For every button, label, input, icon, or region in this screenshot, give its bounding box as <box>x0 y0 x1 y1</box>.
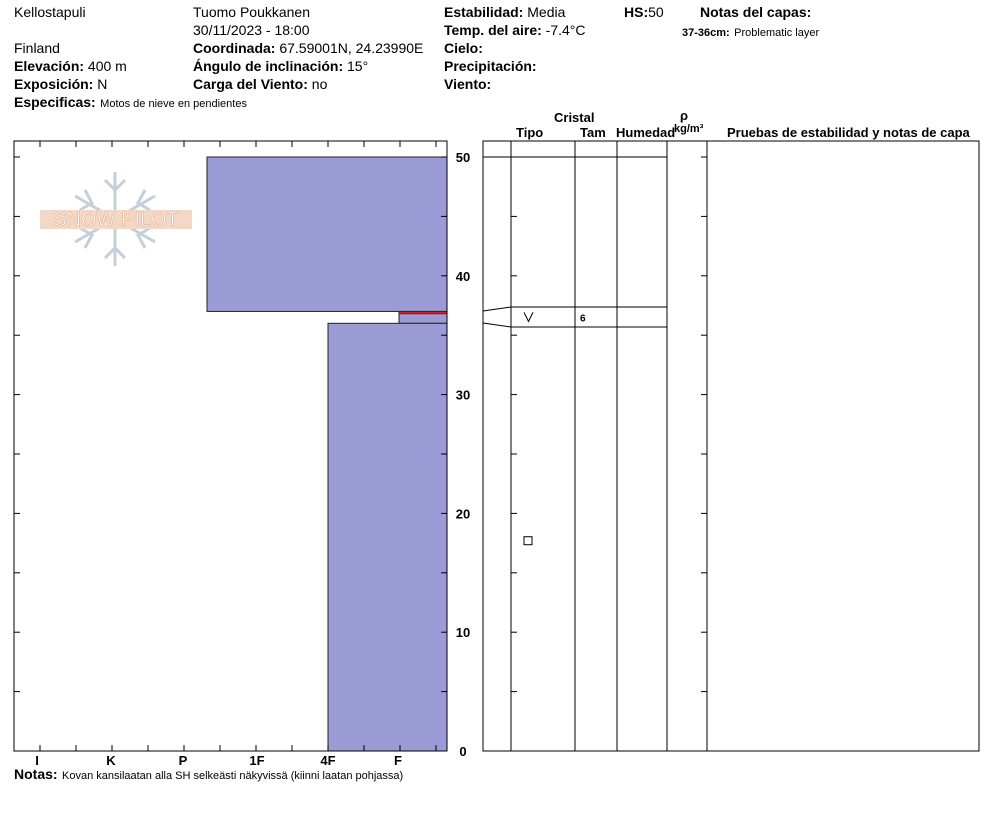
stability-value: Media <box>527 4 566 20</box>
location: Kellostapuli <box>14 4 86 20</box>
precipitation-label: Precipitación: <box>444 58 537 74</box>
height-tick-label: 40 <box>456 269 470 284</box>
air-temp: Temp. del aire: -7.4°C <box>444 23 586 37</box>
layer-notes-label: Notas del capas: <box>700 4 812 20</box>
hardness-layer-bar <box>206 156 448 312</box>
slope-value: 15° <box>347 58 369 74</box>
layer-table <box>482 140 980 752</box>
elevation-label: Elevación: <box>14 58 85 74</box>
snowpilot-logo: SNOW PILOT <box>40 172 192 266</box>
wind-label: Viento: <box>444 76 492 92</box>
rho-header: ρ <box>680 108 689 123</box>
hardness-tick-label: 4F <box>320 753 335 768</box>
exposition-value: N <box>97 76 108 92</box>
height-axis-labels: 0 10 20 30 40 50 <box>456 150 470 759</box>
elevation-value: 400 m <box>87 58 127 74</box>
wind-load: Carga del Viento: no <box>193 77 327 91</box>
tam-header: Tam <box>580 125 606 140</box>
hardness-tick-label: P <box>179 753 188 768</box>
slope-angle: Ángulo de inclinación: 15° <box>193 59 368 73</box>
crystal-type-faceted-icon <box>523 536 533 546</box>
layer-connector <box>482 306 512 312</box>
coordinates: Coordinada: 67.59001N, 24.23990E <box>193 41 423 55</box>
air-temp-value: -7.4°C <box>545 22 586 38</box>
country: Finland <box>14 40 60 56</box>
height-tick-label: 20 <box>456 506 470 521</box>
slope-label: Ángulo de inclinación: <box>193 58 344 74</box>
specifics: Especificas: Motos de nieve en pendiente… <box>14 95 247 111</box>
specifics-value: Motos de nieve en pendientes <box>100 98 247 110</box>
height-tick-label: 0 <box>459 744 466 759</box>
sky-label: Cielo: <box>444 40 483 56</box>
tipo-header: Tipo <box>516 125 544 140</box>
table-cells: 6 <box>523 312 586 546</box>
height-tick-label: 10 <box>456 625 470 640</box>
layer-note-text: Problematic layer <box>734 27 820 39</box>
wind-load-value: no <box>311 76 328 92</box>
wind-load-label: Carga del Viento: <box>193 76 308 92</box>
air-temp-label: Temp. del aire: <box>444 22 542 38</box>
hardness-tick-label: K <box>106 753 116 768</box>
humedad-header: Humedad <box>616 125 676 140</box>
exposition: Exposición: N <box>14 77 107 91</box>
crystal-size-value: 6 <box>580 313 586 324</box>
stability: Estabilidad: Media <box>444 5 565 19</box>
layer-note-range: 37-36cm: <box>682 27 730 39</box>
hs-label: HS: <box>624 4 649 20</box>
hs-value: 50 <box>648 4 664 20</box>
snow-height: HS:50 <box>624 5 664 19</box>
exposition-label: Exposición: <box>14 76 94 92</box>
height-tick-label: 30 <box>456 388 470 403</box>
layer-connector <box>482 322 512 328</box>
cristal-header: Cristal <box>554 110 595 125</box>
crystal-type-depth-hoar-icon <box>523 312 534 323</box>
table-frame <box>482 140 980 752</box>
specifics-label: Especificas: <box>14 94 96 110</box>
hardness-layer-bar <box>327 322 448 752</box>
hardness-axis-labels: I K P 1F 4F F <box>35 753 402 768</box>
notes-label: Notas: <box>14 766 58 782</box>
hardness-tick-label: I <box>35 753 39 768</box>
coord-value: 67.59001N, 24.23990E <box>279 40 424 56</box>
table-ticks <box>511 156 707 752</box>
hardness-layers <box>206 156 448 752</box>
hardness-tick-label: 1F <box>249 753 264 768</box>
density-unit-header: kg/m³ <box>674 123 704 135</box>
logo-band <box>40 210 192 229</box>
coord-label: Coordinada: <box>193 40 276 56</box>
stability-label: Estabilidad: <box>444 4 524 20</box>
elevation: Elevación: 400 m <box>14 59 127 73</box>
observer: Tuomo Poukkanen <box>193 4 310 20</box>
hardness-panel-frame <box>13 140 448 752</box>
notes-text: Kovan kansilaatan alla SH selkeästi näky… <box>62 770 404 782</box>
datetime: 30/11/2023 - 18:00 <box>193 22 310 38</box>
tests-header: Pruebas de estabilidad y notas de capa <box>727 125 970 140</box>
height-tick-label: 50 <box>456 150 470 165</box>
hardness-tick-label: F <box>394 753 402 768</box>
hardness-panel-ticks <box>14 141 447 752</box>
footer-notes: Notas: Kovan kansilaatan alla SH selkeäs… <box>14 767 403 783</box>
logo-text: SNOW PILOT <box>53 209 179 231</box>
layer-note: 37-36cm: Problematic layer <box>682 24 819 40</box>
